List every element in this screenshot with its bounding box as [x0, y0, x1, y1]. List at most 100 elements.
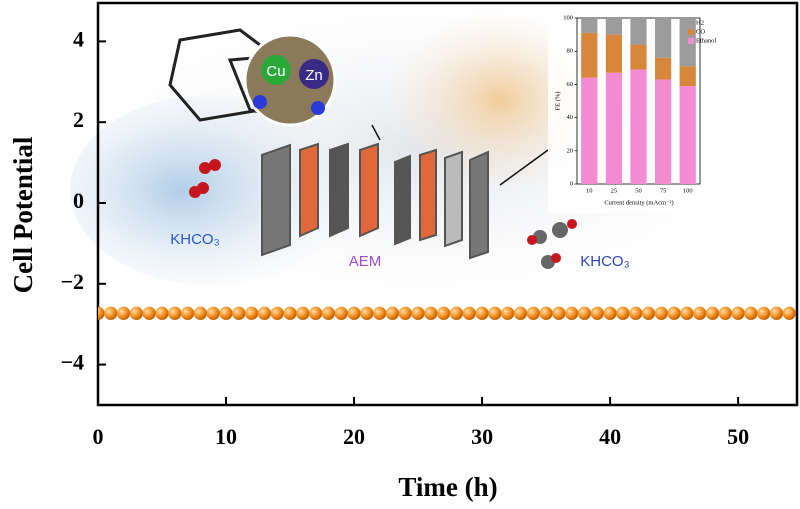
data-point [641, 306, 656, 320]
y-tick-label: 4 [73, 26, 84, 51]
bar-segment [654, 79, 672, 184]
inset-y-tick-label: 100 [563, 14, 573, 21]
data-point [360, 306, 374, 320]
data-point [616, 306, 630, 320]
data-point [206, 306, 220, 320]
data-point [155, 306, 169, 320]
inset-x-title: Current density (mAcm⁻²) [604, 199, 673, 206]
data-point [309, 306, 323, 320]
x-axis-title: Time (h) [398, 472, 497, 502]
data-point [411, 306, 425, 320]
data-point [129, 306, 144, 320]
data-point [283, 306, 297, 320]
legend-label: CO [696, 28, 705, 35]
x-tick-label: 30 [471, 424, 493, 449]
inset-x-tick-label: 10 [586, 187, 593, 194]
data-point [590, 306, 604, 320]
data-point [98, 306, 105, 320]
data-point [667, 306, 681, 320]
annotation: Cu [266, 63, 285, 80]
x-tick-label: 50 [727, 424, 749, 449]
y-axis-title: Cell Potential [8, 136, 38, 293]
data-point [219, 306, 233, 320]
bar-segment [654, 18, 672, 58]
bar-segment [605, 18, 623, 35]
data-point [398, 306, 412, 320]
inset-y-tick-label: 60 [567, 81, 574, 88]
bar-segment [605, 72, 623, 184]
data-point [142, 306, 156, 320]
legend-label: H2 [696, 19, 704, 26]
data-point [680, 306, 694, 320]
x-tick-label: 0 [93, 424, 104, 449]
x-tick-label: 20 [343, 424, 365, 449]
data-point [117, 306, 131, 320]
legend-swatch [688, 29, 694, 35]
data-point [270, 306, 284, 320]
annotations: KHCO₃ AEM KHCO₃ Cu Zn [170, 63, 629, 270]
data-point [731, 306, 745, 320]
data-point [757, 306, 771, 320]
inset-x-tick-label: 75 [660, 187, 667, 194]
bar-segment [581, 18, 598, 33]
data-point [296, 306, 310, 320]
legend-swatch [688, 20, 694, 26]
data-point [744, 306, 758, 320]
data-point [565, 306, 579, 320]
bar-segment [679, 86, 696, 184]
data-point [539, 306, 553, 320]
y-tick-label: 0 [73, 188, 84, 213]
bar-segment [679, 66, 696, 87]
data-point [705, 306, 720, 320]
data-point [373, 306, 387, 320]
legend-label: Ethanol [696, 37, 716, 44]
annotation: KHCO₃ [170, 231, 219, 248]
data-point [437, 306, 451, 320]
data-point [577, 306, 592, 320]
data-point [552, 306, 566, 320]
data-point [769, 306, 784, 320]
data-point [168, 306, 182, 320]
bar-segment [630, 18, 647, 45]
annotation: Zn [305, 67, 323, 84]
inset-y-tick-label: 40 [567, 114, 574, 121]
data-point [654, 306, 668, 320]
data-point [347, 306, 361, 320]
data-point [629, 306, 643, 320]
bar-segment [581, 32, 598, 78]
inset-y-tick-label: 0 [570, 180, 573, 187]
y-tick-label: 2 [73, 107, 84, 132]
data-point [181, 306, 195, 320]
data-point [693, 306, 707, 320]
data-point [424, 306, 438, 320]
inset-x-tick-label: 100 [683, 187, 693, 194]
data-points [98, 306, 796, 320]
data-point [232, 306, 246, 320]
bar-segment [654, 57, 672, 80]
data-point [501, 306, 515, 320]
data-point [449, 306, 464, 320]
inset-y-title: FE (%) [554, 92, 561, 111]
data-point [782, 306, 796, 320]
bar-segment [630, 44, 647, 70]
annotation: AEM [349, 253, 382, 270]
x-tick-label: 10 [215, 424, 237, 449]
data-point [257, 306, 272, 320]
plot-frame [96, 1, 799, 407]
annotation: KHCO₃ [580, 253, 629, 270]
inset-y-tick-label: 80 [567, 48, 574, 55]
data-point [104, 306, 118, 320]
bar-segment [581, 77, 598, 184]
bar-segment [630, 69, 647, 184]
data-point [321, 306, 336, 320]
y-tick-label: −2 [60, 269, 84, 294]
data-point [513, 306, 528, 320]
bar-segment [605, 34, 623, 73]
data-point [718, 306, 732, 320]
data-point [193, 306, 208, 320]
data-point [488, 306, 502, 320]
y-tick-label: −4 [60, 350, 84, 375]
data-point [526, 306, 540, 320]
